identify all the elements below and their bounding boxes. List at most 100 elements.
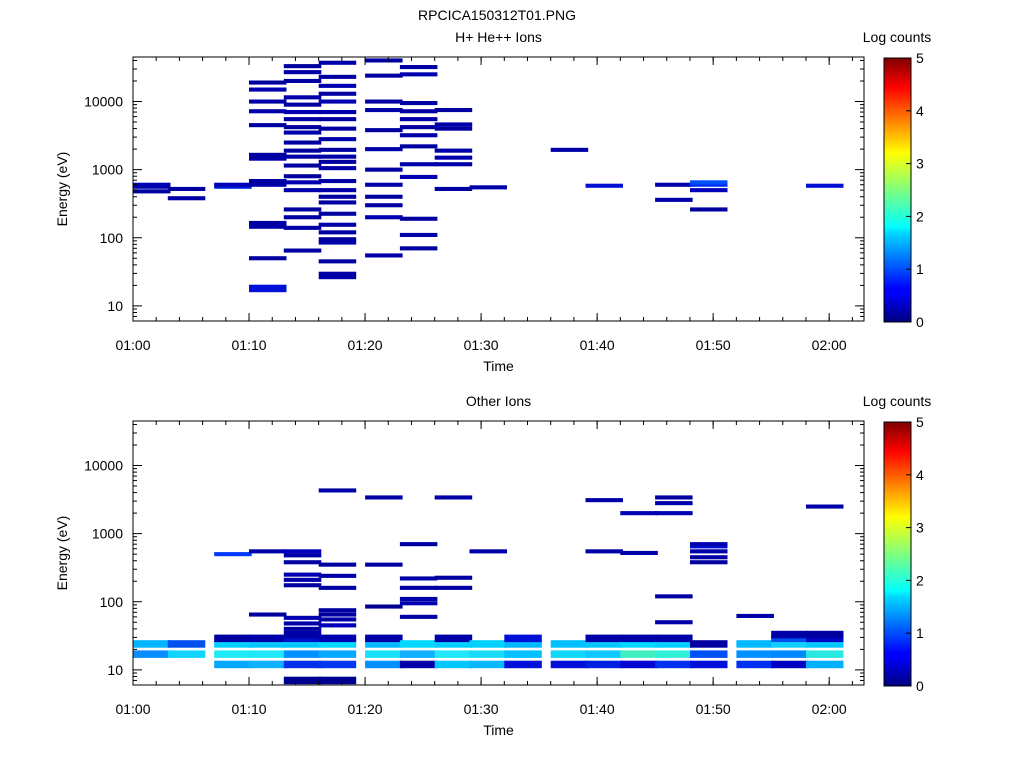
heatmap-cell: [399, 585, 438, 590]
heatmap-cell: [318, 179, 357, 184]
heatmap-cell: [434, 148, 473, 153]
colorbar-tick-label: 3: [916, 156, 924, 172]
heatmap-cell: [249, 123, 287, 128]
heatmap-cell: [399, 614, 438, 619]
x-tick-label: 01:50: [696, 337, 731, 353]
heatmap-cell: [365, 73, 403, 78]
heatmap-cell: [550, 660, 589, 669]
heatmap-cell: [318, 154, 357, 159]
heatmap-cell: [249, 87, 287, 92]
colorbar-label: Log counts: [863, 29, 932, 45]
heatmap-cell: [806, 183, 844, 188]
heatmap-cell: [283, 621, 322, 626]
heatmap-cell: [283, 577, 322, 582]
colorbar-tick-label: 4: [916, 467, 924, 483]
heatmap-cell: [806, 630, 844, 639]
y-tick-label: 10: [107, 662, 123, 678]
heatmap-cell: [318, 237, 357, 242]
heatmap-cell: [365, 128, 403, 133]
heatmap-cell: [655, 650, 693, 658]
heatmap-cell: [434, 108, 473, 113]
heatmap-cell: [365, 640, 403, 648]
heatmap-cell: [365, 604, 403, 609]
heatmap-cell: [585, 549, 623, 554]
heatmap-cell: [214, 640, 252, 648]
heatmap-cell: [399, 542, 438, 547]
heatmap-cell: [434, 640, 473, 648]
colorbar-tick-label: 3: [916, 520, 924, 536]
heatmap-cell: [434, 634, 473, 643]
heatmap-cell: [283, 225, 322, 230]
y-tick-label: 100: [100, 594, 124, 610]
heatmap-cell: [655, 640, 693, 648]
heatmap-cell: [318, 230, 357, 235]
heatmap-cell: [167, 196, 206, 201]
heatmap-cell: [318, 240, 357, 245]
heatmap-cell: [249, 634, 287, 643]
heatmap-cell: [283, 110, 322, 115]
heatmap-cell: [469, 640, 507, 648]
heatmap-cell: [771, 630, 809, 639]
heatmap-cell: [399, 216, 438, 221]
heatmap-cell: [318, 617, 357, 622]
heatmap-cell: [365, 194, 403, 199]
heatmap-cell: [690, 207, 728, 212]
heatmap-cell: [504, 650, 542, 658]
heatmap-cell: [434, 126, 473, 131]
heatmap-cell: [249, 220, 287, 225]
heatmap-cell: [283, 207, 322, 212]
heatmap-cell: [214, 552, 252, 557]
heatmap-cell: [318, 271, 357, 280]
heatmap-cell: [434, 495, 473, 500]
colorbar-tick-label: 0: [916, 678, 924, 694]
x-tick-label: 01:00: [115, 701, 150, 717]
x-axis-label: Time: [483, 358, 514, 374]
heatmap-cell: [365, 203, 403, 208]
x-axis-label: Time: [483, 722, 514, 738]
heatmap-cell: [365, 99, 403, 104]
heatmap-cell: [283, 215, 322, 220]
heatmap-cell: [318, 612, 357, 617]
heatmap-cell: [655, 511, 693, 516]
heatmap-cell: [434, 585, 473, 590]
heatmap-cell: [365, 147, 403, 152]
heatmap-cell: [365, 182, 403, 187]
heatmap-cell: [167, 186, 206, 191]
heatmap-cell: [655, 182, 693, 187]
heatmap-cell: [283, 660, 322, 669]
heatmap-cell: [283, 163, 322, 168]
x-tick-label: 01:30: [464, 701, 499, 717]
heatmap-cell: [690, 542, 728, 547]
heatmap-cell: [318, 660, 357, 669]
heatmap-cell: [399, 640, 438, 648]
heatmap-cell: [434, 162, 473, 167]
heatmap-cell: [318, 222, 357, 227]
heatmap-cell: [318, 83, 357, 88]
y-tick-label: 1000: [92, 162, 123, 178]
heatmap-cell: [690, 650, 728, 658]
colorbar: [883, 57, 912, 323]
x-tick-label: 01:10: [232, 337, 267, 353]
heatmap-cell: [620, 650, 658, 658]
heatmap-cell: [249, 612, 287, 617]
heatmap-cell: [318, 640, 357, 648]
heatmap-cell: [318, 166, 357, 171]
heatmap-cell: [365, 634, 403, 643]
heatmap-cell: [283, 640, 322, 648]
heatmap-cell: [133, 650, 171, 658]
heatmap-cell: [318, 259, 357, 264]
heatmap-cell: [620, 550, 658, 555]
heatmap-cell: [365, 562, 403, 567]
heatmap-cell: [736, 613, 774, 618]
heatmap-cell: [283, 64, 322, 69]
heatmap-cell: [690, 544, 728, 549]
colorbar-tick-label: 5: [916, 50, 924, 66]
heatmap-cell: [399, 650, 438, 658]
heatmap-cell: [399, 660, 438, 669]
heatmap-cell: [283, 102, 322, 107]
y-tick-label: 10000: [84, 94, 123, 110]
heatmap-cell: [585, 640, 623, 648]
heatmap-cell: [318, 194, 357, 199]
heatmap-cell: [469, 549, 507, 554]
